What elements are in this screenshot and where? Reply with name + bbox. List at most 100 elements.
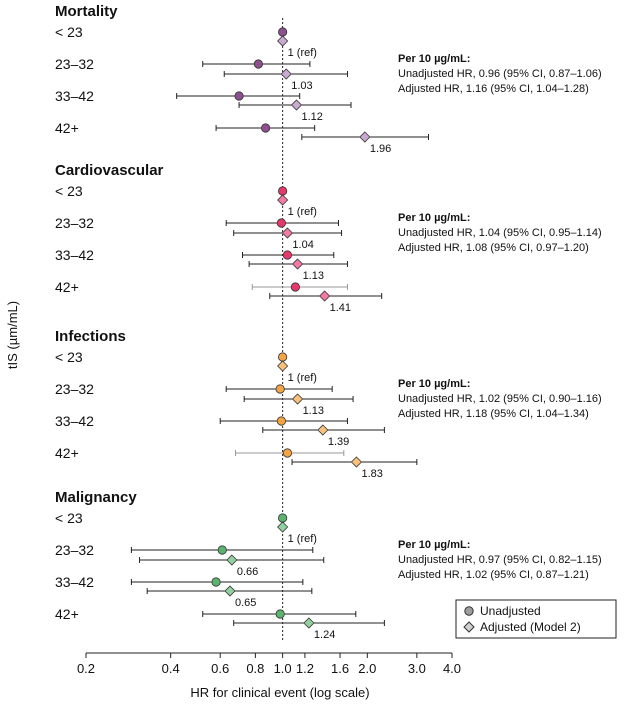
category-label: 42+	[55, 445, 79, 461]
category-label: 33–42	[55, 413, 94, 429]
category-label: < 23	[55, 183, 83, 199]
hr-value-label: 1.04	[292, 239, 313, 251]
point-adjusted	[317, 424, 329, 436]
hr-value-label: 1.41	[330, 302, 351, 314]
panel-mortality: Mortality < 23 1 (ref) 23–32 1.03 33–42 1.12 42…	[55, 3, 602, 155]
hr-value-label: 1.12	[301, 111, 322, 123]
annotation-adjusted: Adjusted HR, 1.02 (95% CI, 0.87–1.21)	[398, 569, 589, 581]
point-adjusted	[291, 393, 304, 405]
category-label: 23–32	[55, 542, 94, 558]
point-unadjusted	[275, 384, 285, 394]
point-adjusted	[226, 554, 238, 566]
hr-value-label: 1.24	[314, 629, 335, 641]
hr-value-label: 1 (ref)	[288, 47, 317, 59]
point-unadjusted	[278, 352, 288, 362]
hr-value-label: 1.39	[328, 436, 349, 448]
annotation-heading: Per 10 µg/mL:	[398, 53, 470, 65]
category-label: < 23	[55, 349, 83, 365]
legend: Unadjusted Adjusted (Model 2)	[455, 599, 617, 639]
annotation-adjusted: Adjusted HR, 1.18 (95% CI, 1.04–1.34)	[398, 408, 589, 420]
legend-box	[455, 599, 617, 639]
x-tick-label: 0.6	[211, 661, 229, 676]
panels-group: Mortality < 23 1 (ref) 23–32 1.03 33–42 1.12 42…	[55, 3, 602, 641]
hr-value-label: 1.96	[370, 143, 391, 155]
point-unadjusted	[261, 123, 271, 133]
point-unadjusted	[276, 218, 287, 228]
point-adjusted	[319, 290, 331, 302]
hr-value-label: 1 (ref)	[288, 533, 317, 545]
point-unadjusted	[217, 545, 227, 555]
panel-title: Infections	[55, 328, 126, 345]
point-unadjusted	[276, 416, 287, 426]
panel-title: Mortality	[55, 3, 118, 20]
point-adjusted	[277, 194, 289, 206]
x-tick-label: 0.8	[246, 661, 264, 676]
point-unadjusted	[253, 59, 263, 69]
category-label: 42+	[55, 279, 79, 295]
point-adjusted	[291, 258, 304, 270]
panel-infections: Infections < 23 1 (ref) 23–32 1.13 33–42 1.39 4…	[55, 328, 602, 480]
hr-value-label: 1.83	[361, 468, 382, 480]
annotation-heading: Per 10 µg/mL:	[398, 378, 470, 390]
x-tick-label: 0.4	[162, 661, 180, 676]
hr-value-label: 1 (ref)	[288, 372, 317, 384]
x-tick-label: 1.2	[296, 661, 314, 676]
point-adjusted	[280, 68, 292, 80]
point-adjusted	[303, 617, 315, 629]
point-adjusted	[290, 99, 303, 111]
panel-cardiovascular: Cardiovascular < 23 1 (ref) 23–32 1.04 33–42 1…	[55, 162, 602, 314]
panel-title: Cardiovascular	[55, 162, 164, 179]
point-unadjusted	[278, 186, 288, 196]
annotation-unadjusted: Unadjusted HR, 1.02 (95% CI, 0.90–1.16)	[398, 393, 602, 405]
point-adjusted	[277, 521, 289, 533]
legend-unadjusted-marker	[464, 606, 474, 616]
annotation-adjusted: Adjusted HR, 1.08 (95% CI, 0.97–1.20)	[398, 242, 589, 254]
category-label: 42+	[55, 120, 79, 136]
category-label: 33–42	[55, 88, 94, 104]
category-label: < 23	[55, 24, 83, 40]
point-adjusted	[277, 35, 289, 47]
hr-value-label: 0.66	[237, 566, 258, 578]
point-adjusted	[350, 456, 363, 468]
annotation-unadjusted: Unadjusted HR, 0.96 (95% CI, 0.87–1.06)	[398, 68, 602, 80]
annotation-heading: Per 10 µg/mL:	[398, 539, 470, 551]
y-axis-label: tIS (µm/mL)	[5, 301, 20, 369]
hr-value-label: 0.65	[235, 597, 256, 609]
legend-adjusted-marker	[463, 621, 475, 633]
category-label: 33–42	[55, 247, 94, 263]
point-unadjusted	[278, 27, 288, 37]
x-tick-label: 1.0	[274, 661, 292, 676]
x-tick-label: 0.2	[77, 661, 95, 676]
hr-value-label: 1 (ref)	[288, 206, 317, 218]
x-tick-label: 2.0	[358, 661, 376, 676]
point-adjusted	[359, 131, 371, 143]
point-unadjusted	[211, 577, 221, 587]
hr-value-label: 1.03	[291, 80, 312, 92]
x-tick-label: 1.6	[331, 661, 349, 676]
point-adjusted	[224, 585, 236, 597]
category-label: < 23	[55, 510, 83, 526]
panel-malignancy: Malignancy < 23 1 (ref) 23–32 0.66 33–42 0.65 4…	[55, 489, 602, 641]
x-axis: 0.2 0.4 0.6 0.8 1.0 1.2 1.6 2.0 3.0 4.0	[77, 652, 461, 676]
point-unadjusted	[234, 91, 244, 101]
x-tick-label: 3.0	[408, 661, 426, 676]
x-tick-label: 4.0	[443, 661, 461, 676]
annotation-unadjusted: Unadjusted HR, 0.97 (95% CI, 0.82–1.15)	[398, 554, 602, 566]
annotation-unadjusted: Unadjusted HR, 1.04 (95% CI, 0.95–1.14)	[398, 227, 602, 239]
category-label: 23–32	[55, 56, 94, 72]
category-label: 33–42	[55, 574, 94, 590]
point-adjusted	[277, 360, 289, 372]
point-unadjusted	[282, 250, 293, 260]
point-unadjusted	[278, 513, 288, 523]
category-label: 23–32	[55, 381, 94, 397]
hr-value-label: 1.13	[303, 270, 324, 282]
annotation-adjusted: Adjusted HR, 1.16 (95% CI, 1.04–1.28)	[398, 83, 589, 95]
legend-unadjusted-label: Unadjusted	[480, 604, 541, 618]
point-unadjusted	[282, 448, 293, 458]
category-label: 42+	[55, 606, 79, 622]
annotation-heading: Per 10 µg/mL:	[398, 212, 470, 224]
hr-value-label: 1.13	[303, 405, 324, 417]
x-axis-label: HR for clinical event (log scale)	[190, 685, 369, 700]
panel-title: Malignancy	[55, 489, 137, 506]
